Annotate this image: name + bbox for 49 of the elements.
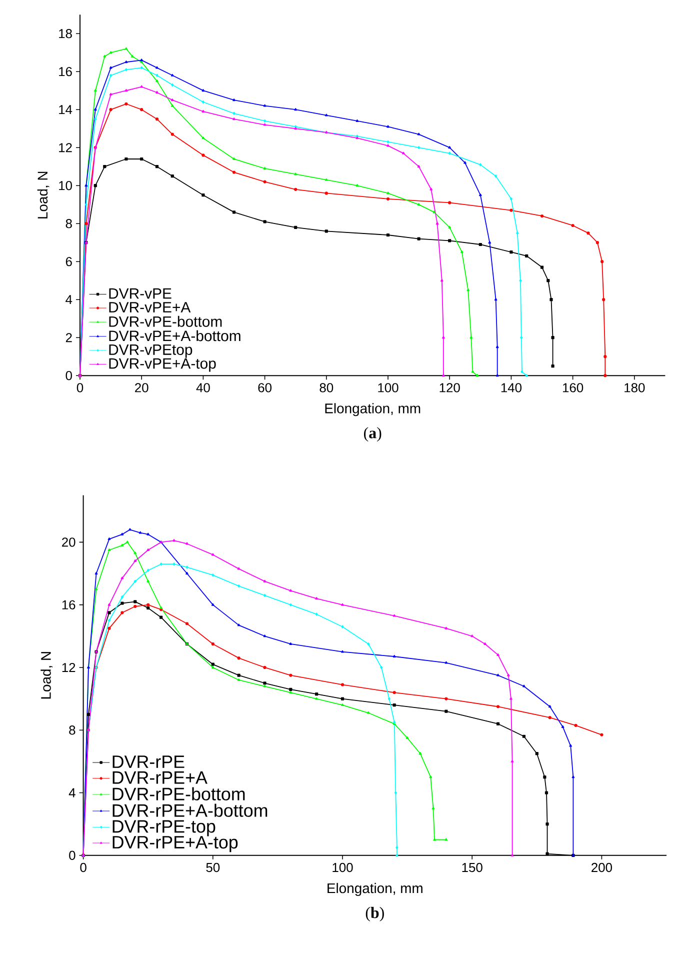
y-tick-label: 16 [62,600,76,610]
x-tick-label: 50 [206,862,220,872]
y-tick-label: 2 [66,333,72,342]
y-tick-label: 8 [66,219,72,228]
legend-label: DVR-rPE-bottom [112,787,245,800]
y-tick-label: 12 [62,662,76,672]
x-tick-label: 160 [562,383,584,392]
x-tick-label: 60 [258,383,272,392]
y-tick-label: 14 [59,105,72,114]
x-tick-label: 120 [440,383,460,392]
x-tick-label: 40 [196,383,210,392]
y-tick-label: 6 [66,257,72,266]
y-axis-title: Load, N [40,652,53,699]
legend-label: DVR-rPE+A [112,771,208,784]
x-tick-label: 140 [501,383,522,392]
x-tick-label: 150 [462,862,482,872]
legend-label: DVR-rPE+A-bottom [112,804,268,817]
y-tick-label: 10 [59,181,72,190]
x-tick-label: 20 [135,383,148,392]
legend-label: DVR-vPE-bottom [109,316,222,327]
x-axis-title: Elongation, mm [325,403,420,416]
text: (b) [366,906,384,922]
x-tick-label: 80 [320,383,334,392]
x-tick-label: 0 [76,383,84,392]
y-tick-label: 16 [59,67,72,76]
legend-label: DVR-vPE+A-top [109,358,216,372]
legend-label: DVR-vPEtop [109,344,192,358]
y-tick-label: 20 [62,538,76,547]
y-tick-label: 8 [69,726,76,735]
y-tick-label: 4 [68,788,76,798]
y-axis-title: Load, N [37,172,50,218]
x-tick-label: 200 [592,862,612,872]
legend-label: DVR-rPE [112,756,184,768]
x-axis-title: Elongation, mm [328,882,422,896]
legend-label: DVR-vPE+A-bottom [109,330,240,342]
x-tick-label: 0 [80,862,86,872]
legend-label: DVR-vPE [109,288,172,299]
text: (a) [364,427,382,442]
legend-label: DVR-rPE+A-top [112,836,238,852]
y-tick-label: 4 [66,295,72,304]
y-tick-label: 12 [59,143,72,152]
x-tick-label: 180 [624,383,645,392]
legend-label: DVR-vPE+A [109,302,191,312]
legend-label: DVR-rPE-top [112,820,216,836]
x-tick-label: 100 [332,862,353,872]
y-tick-label: 18 [59,29,72,38]
y-tick-label: 0 [66,371,72,380]
x-tick-label: 100 [378,383,398,392]
y-tick-label: 0 [69,850,76,860]
